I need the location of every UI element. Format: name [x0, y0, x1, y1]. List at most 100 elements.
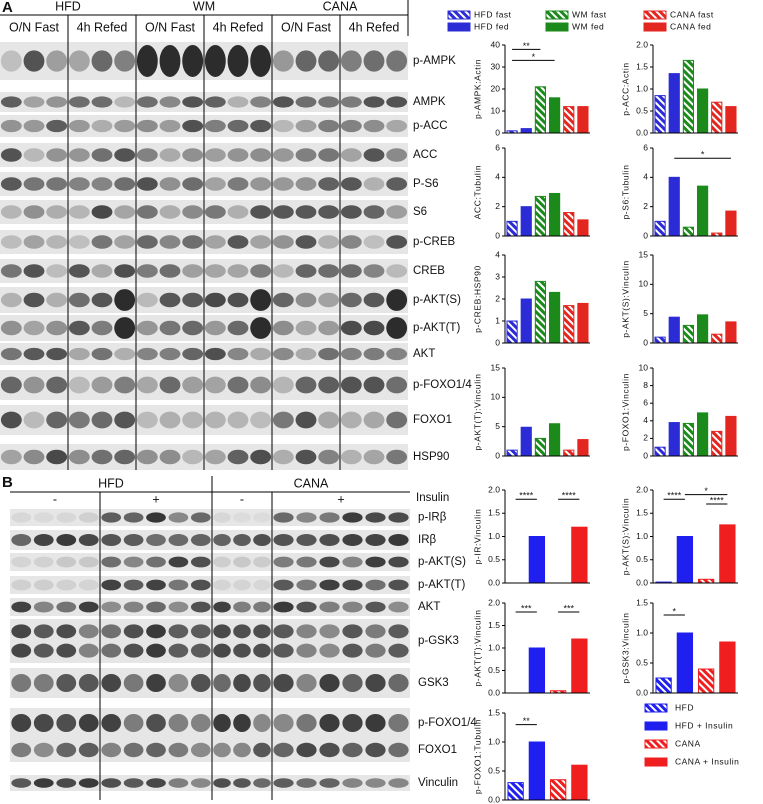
group-label: HFD	[98, 476, 124, 490]
y-tick-label: 0.0	[488, 577, 500, 587]
blot-band	[101, 643, 122, 658]
blot-band	[78, 512, 99, 523]
blot-band	[250, 317, 272, 339]
blot-band	[319, 579, 340, 591]
blot-band	[253, 601, 271, 613]
blot-band	[123, 534, 144, 546]
blot-band	[233, 714, 251, 732]
blot-band	[146, 643, 166, 658]
blot-band	[0, 96, 22, 108]
blot-band	[68, 347, 90, 361]
blot-band	[190, 643, 211, 658]
blot-band	[296, 512, 317, 523]
blot-label: IRβ	[418, 534, 437, 546]
blot-band	[388, 556, 409, 568]
blot-band	[136, 376, 158, 394]
blot-band	[23, 177, 45, 191]
blot-band	[213, 674, 231, 692]
blot-band	[11, 512, 32, 523]
blot-band	[33, 556, 54, 568]
blot-band	[78, 534, 99, 546]
blot-label: Vinculin	[418, 777, 458, 789]
blot-band	[340, 119, 362, 133]
blot-band	[342, 579, 363, 591]
y-axis-label: p-FOXO1:Tubulin	[472, 719, 482, 794]
y-tick-label: 0	[495, 127, 500, 137]
blot-band	[272, 177, 294, 191]
blot-band	[0, 119, 22, 133]
y-tick-label: 2.0	[488, 597, 500, 607]
blot-band	[33, 643, 54, 658]
blot-band	[296, 624, 317, 639]
blot-band	[365, 674, 386, 692]
blot-band	[386, 289, 408, 311]
blot-band	[233, 624, 251, 639]
blot-band	[386, 148, 408, 162]
blot-band	[319, 512, 340, 523]
blot-band	[363, 119, 385, 133]
blot-band	[56, 778, 77, 788]
y-tick-label: 0.0	[488, 687, 500, 697]
y-tick-label: 0	[643, 450, 648, 460]
blot-band	[295, 96, 317, 108]
blot-band	[250, 45, 272, 77]
bar	[682, 422, 695, 457]
blot-band	[0, 376, 22, 394]
blot-band	[101, 556, 122, 568]
blot-band	[136, 205, 158, 219]
blot-band	[123, 714, 144, 732]
blot-band	[46, 50, 68, 72]
y-tick-label: 1.5	[636, 61, 648, 71]
blot-band	[159, 264, 181, 278]
blot-band	[123, 512, 144, 523]
y-tick-label: 1.5	[636, 597, 648, 607]
blot-band	[250, 411, 272, 429]
blot-band	[365, 556, 386, 568]
blot-band	[33, 742, 54, 758]
blot-band	[318, 205, 340, 219]
blot-band	[253, 624, 271, 639]
blot-band	[46, 205, 68, 219]
panel-letter: A	[2, 0, 13, 16]
blot-band	[386, 177, 408, 191]
bar	[682, 59, 695, 134]
bar	[655, 677, 672, 694]
bar	[696, 88, 709, 134]
blot-band	[78, 601, 99, 613]
y-axis-label: p-AKT(S):Vinculin	[620, 498, 630, 576]
blot-band	[272, 50, 294, 72]
blot-band	[273, 714, 294, 732]
blot-band	[11, 601, 32, 613]
blot-band	[68, 50, 90, 72]
blot-band	[250, 96, 272, 108]
blot-band	[253, 742, 271, 758]
blot-band	[146, 512, 166, 523]
blot-band	[204, 264, 226, 278]
blot-band	[318, 264, 340, 278]
blot-band	[204, 205, 226, 219]
blot-band	[114, 411, 136, 429]
y-tick-label: 0.5	[488, 765, 500, 775]
blot-band	[78, 579, 99, 591]
blot-band	[388, 674, 409, 692]
y-axis-label: p-AKT(T):Vinculin	[472, 609, 482, 686]
blot-band	[168, 643, 189, 658]
bar	[563, 106, 575, 134]
blot-band	[388, 512, 409, 523]
bar	[676, 536, 694, 584]
blot-band	[273, 534, 294, 546]
blot-band	[340, 449, 362, 465]
blot-band	[68, 411, 90, 429]
blot-band	[190, 579, 211, 591]
blot-band	[227, 45, 249, 77]
y-tick-label: 6	[495, 142, 500, 152]
blot-band	[159, 205, 181, 219]
blot-band	[0, 148, 22, 162]
blot-band	[136, 449, 158, 465]
blot-band	[319, 643, 340, 658]
blot-band	[319, 601, 340, 613]
blot-band	[0, 347, 22, 361]
blot-band	[23, 320, 45, 336]
blot-band	[0, 292, 22, 308]
blot-band	[250, 347, 272, 361]
